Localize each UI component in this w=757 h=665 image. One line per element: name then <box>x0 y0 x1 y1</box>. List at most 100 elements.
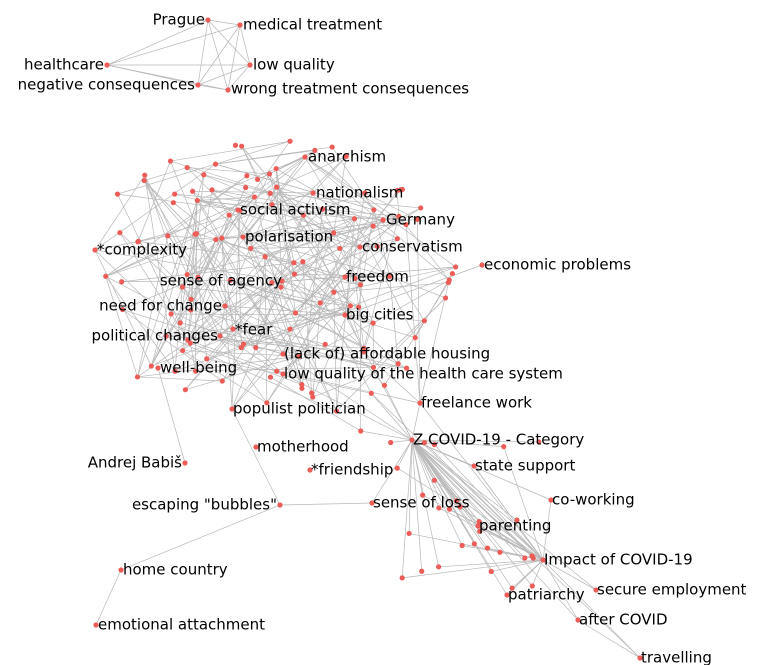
edge <box>281 280 296 314</box>
edge <box>106 64 229 91</box>
node-label: *friendship <box>311 461 393 479</box>
node-dot <box>135 238 142 244</box>
edge <box>241 347 277 372</box>
node-dot <box>204 356 210 362</box>
edge <box>542 559 641 659</box>
edge <box>411 439 440 509</box>
edge <box>224 305 374 368</box>
edge <box>170 140 291 162</box>
node-dot <box>421 440 427 446</box>
node-dot <box>193 230 200 237</box>
edge <box>279 502 373 506</box>
edge <box>167 175 248 237</box>
edge <box>371 439 413 504</box>
edge <box>398 216 450 281</box>
edge <box>281 286 351 307</box>
edge <box>354 218 416 338</box>
node-dot <box>280 371 286 377</box>
edge <box>289 266 456 330</box>
node-dot <box>501 444 507 450</box>
edge <box>396 190 400 217</box>
node-dot <box>522 555 528 561</box>
edge <box>411 439 439 567</box>
node-dot <box>362 190 368 196</box>
node-label: sense of agency <box>160 272 282 290</box>
node-dot <box>187 340 193 346</box>
edge <box>157 367 186 464</box>
edge <box>105 276 138 378</box>
node-dot <box>134 374 141 380</box>
edge <box>411 439 488 549</box>
edge <box>269 173 335 293</box>
edge <box>174 286 183 372</box>
edge <box>371 393 413 441</box>
node-dot <box>540 557 546 563</box>
node-label: medical treatment <box>243 16 382 34</box>
node-label: political changes <box>92 327 219 345</box>
edges <box>94 19 641 659</box>
node-dot <box>351 216 358 222</box>
node-dot <box>229 406 235 412</box>
edge <box>295 246 361 314</box>
node-dot <box>114 191 121 197</box>
edge <box>190 342 302 385</box>
node-label: polarisation <box>245 228 333 246</box>
node-label: state support <box>475 457 575 475</box>
edge <box>250 216 399 249</box>
edge <box>411 439 504 448</box>
node-dot <box>302 154 308 160</box>
edge <box>165 186 277 337</box>
edge <box>95 569 122 626</box>
edge <box>144 175 183 288</box>
node-label: negative consequences <box>18 76 196 94</box>
node-dot <box>360 349 367 355</box>
edge <box>411 439 423 496</box>
node-dot <box>273 166 279 172</box>
node-dot <box>119 279 125 285</box>
edge <box>230 279 416 339</box>
edge <box>239 24 251 66</box>
node-dot <box>317 300 323 306</box>
node-dot <box>239 143 245 149</box>
node-dot <box>117 230 123 236</box>
edge <box>419 402 544 561</box>
node-dot <box>431 477 438 483</box>
edge <box>105 175 248 277</box>
edge <box>333 156 347 233</box>
node-dot <box>226 212 232 218</box>
node-dot <box>195 82 201 88</box>
edge <box>241 146 258 180</box>
node-dot <box>195 274 201 280</box>
node-dot <box>484 545 491 551</box>
node-dot <box>237 22 243 28</box>
edge <box>250 156 347 249</box>
node-label: well-being <box>160 359 237 377</box>
edge <box>194 234 300 357</box>
edge <box>215 239 361 286</box>
node-dot <box>436 564 442 570</box>
node-label: co-working <box>552 491 635 509</box>
edge <box>360 238 398 285</box>
node-label: home country <box>123 561 228 579</box>
node-dot <box>417 400 423 406</box>
node-dot <box>358 428 364 434</box>
node-dot <box>406 530 412 537</box>
node-dot <box>205 17 211 23</box>
edge <box>304 156 407 225</box>
node-dot <box>227 277 233 283</box>
edge <box>411 439 457 502</box>
edge <box>304 156 450 281</box>
edge <box>344 192 366 316</box>
node-dot <box>419 568 425 574</box>
node-dot <box>180 347 186 354</box>
edge <box>190 156 306 311</box>
edge <box>322 208 399 217</box>
edge <box>144 175 176 372</box>
edge <box>105 204 273 277</box>
edge <box>241 145 356 279</box>
node-dot <box>104 62 110 68</box>
node-dot <box>219 378 225 384</box>
edge <box>293 262 359 308</box>
edge <box>122 309 223 382</box>
